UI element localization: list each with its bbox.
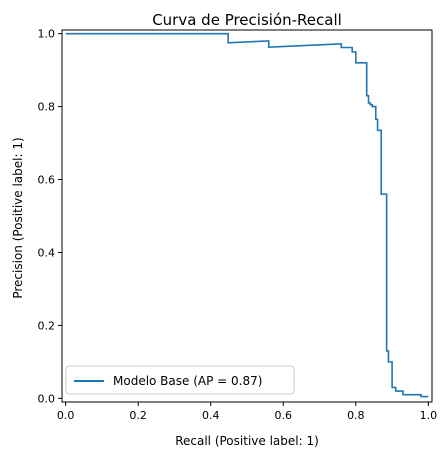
y-tick-label: 1.0 [38,28,56,41]
series-line-0 [65,32,429,398]
legend-series-label: Modelo Base (AP = 0.87) [113,374,262,388]
x-tick-label: 0.0 [57,409,75,422]
legend-box [65,365,295,395]
axis-ticks: 0.0 0.2 0.4 0.6 0.8 1.0 0.0 0.2 0.4 0.6 0.8 1.0 [38,28,438,422]
series-layer [65,32,429,398]
plot-frame [61,29,433,403]
x-tick-label: 0.8 [347,409,365,422]
y-tick-label: 0.0 [38,392,56,405]
legend: Modelo Base (AP = 0.87) [65,365,295,395]
x-tick-label: 0.4 [202,409,220,422]
y-tick-label: 0.2 [38,319,56,332]
x-tick-label: 1.0 [420,409,438,422]
x-axis-label: Recall (Positive label: 1) [175,434,319,448]
y-tick-label: 0.8 [38,101,56,114]
chart-title: Curva de Precisión-Recall [152,11,342,29]
x-tick-label: 0.2 [129,409,147,422]
y-tick-label: 0.4 [38,246,56,259]
x-tick-label: 0.6 [275,409,293,422]
y-tick-label: 0.6 [38,174,56,187]
y-axis-label: Precision (Positive label: 1) [11,137,25,298]
